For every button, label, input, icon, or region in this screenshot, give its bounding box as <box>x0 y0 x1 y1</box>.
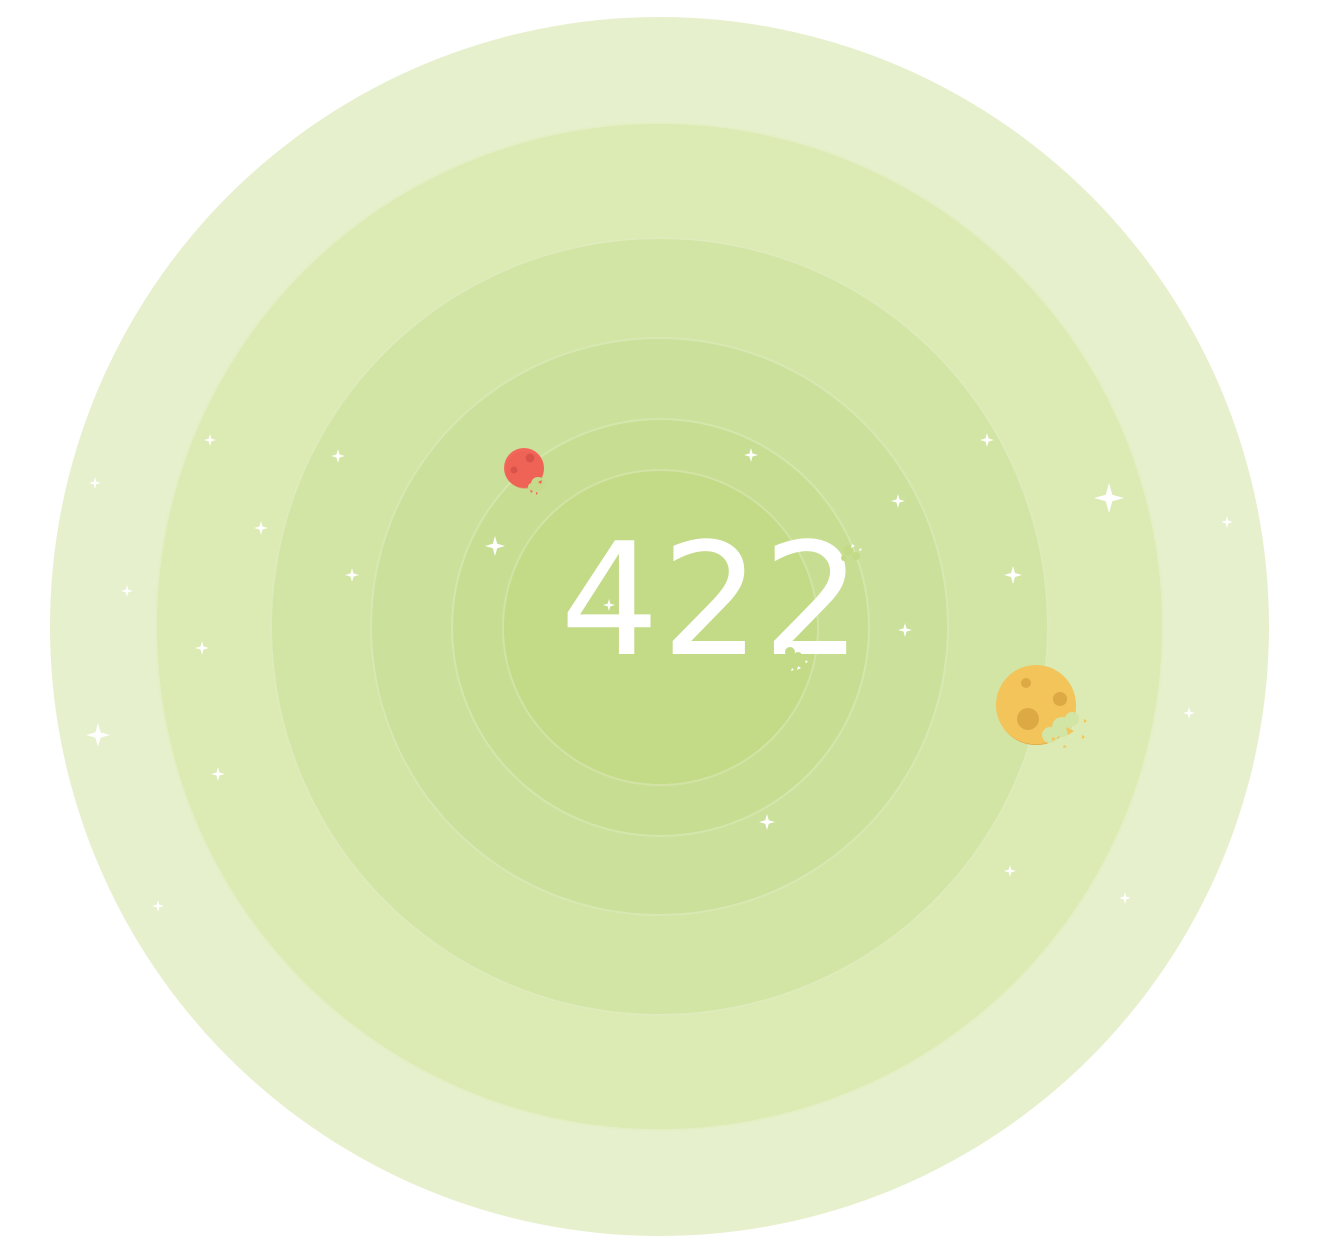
sparkle-star-icon <box>485 536 505 556</box>
sparkle-star-icon <box>152 900 164 912</box>
sparkle-star-icon <box>331 449 345 463</box>
orbit-ring-inner <box>502 469 819 786</box>
sparkle-star-icon <box>121 585 133 597</box>
error-code-text: 422 <box>560 509 864 691</box>
sparkle-star-icon <box>1183 707 1195 719</box>
sparkle-star-icon <box>891 494 905 508</box>
sparkle-star-icon <box>1004 566 1022 584</box>
sparkle-star-icon <box>195 641 209 655</box>
sparkle-star-icon <box>1094 483 1124 513</box>
sparkle-star-icon <box>1004 865 1016 877</box>
sparkle-star-icon <box>980 433 994 447</box>
yellow-planet-icon <box>996 665 1087 748</box>
red-planet-icon <box>504 448 545 495</box>
digit-crumbs-icon <box>785 544 862 671</box>
sparkle-star-icon <box>898 623 912 637</box>
sparkle-star-icon <box>254 521 268 535</box>
sparkle-star-icon <box>211 767 225 781</box>
sparkle-star-icon <box>603 599 615 611</box>
sparkle-star-icon <box>89 477 101 489</box>
sparkle-star-icon <box>1119 892 1131 904</box>
sparkle-star-icon <box>86 723 110 747</box>
sparkle-star-icon <box>204 434 216 446</box>
sparkle-star-icon <box>1221 516 1233 528</box>
sparkle-star-icon <box>759 814 775 830</box>
sparkle-star-icon <box>744 448 758 462</box>
sparkle-star-icon <box>345 568 359 582</box>
